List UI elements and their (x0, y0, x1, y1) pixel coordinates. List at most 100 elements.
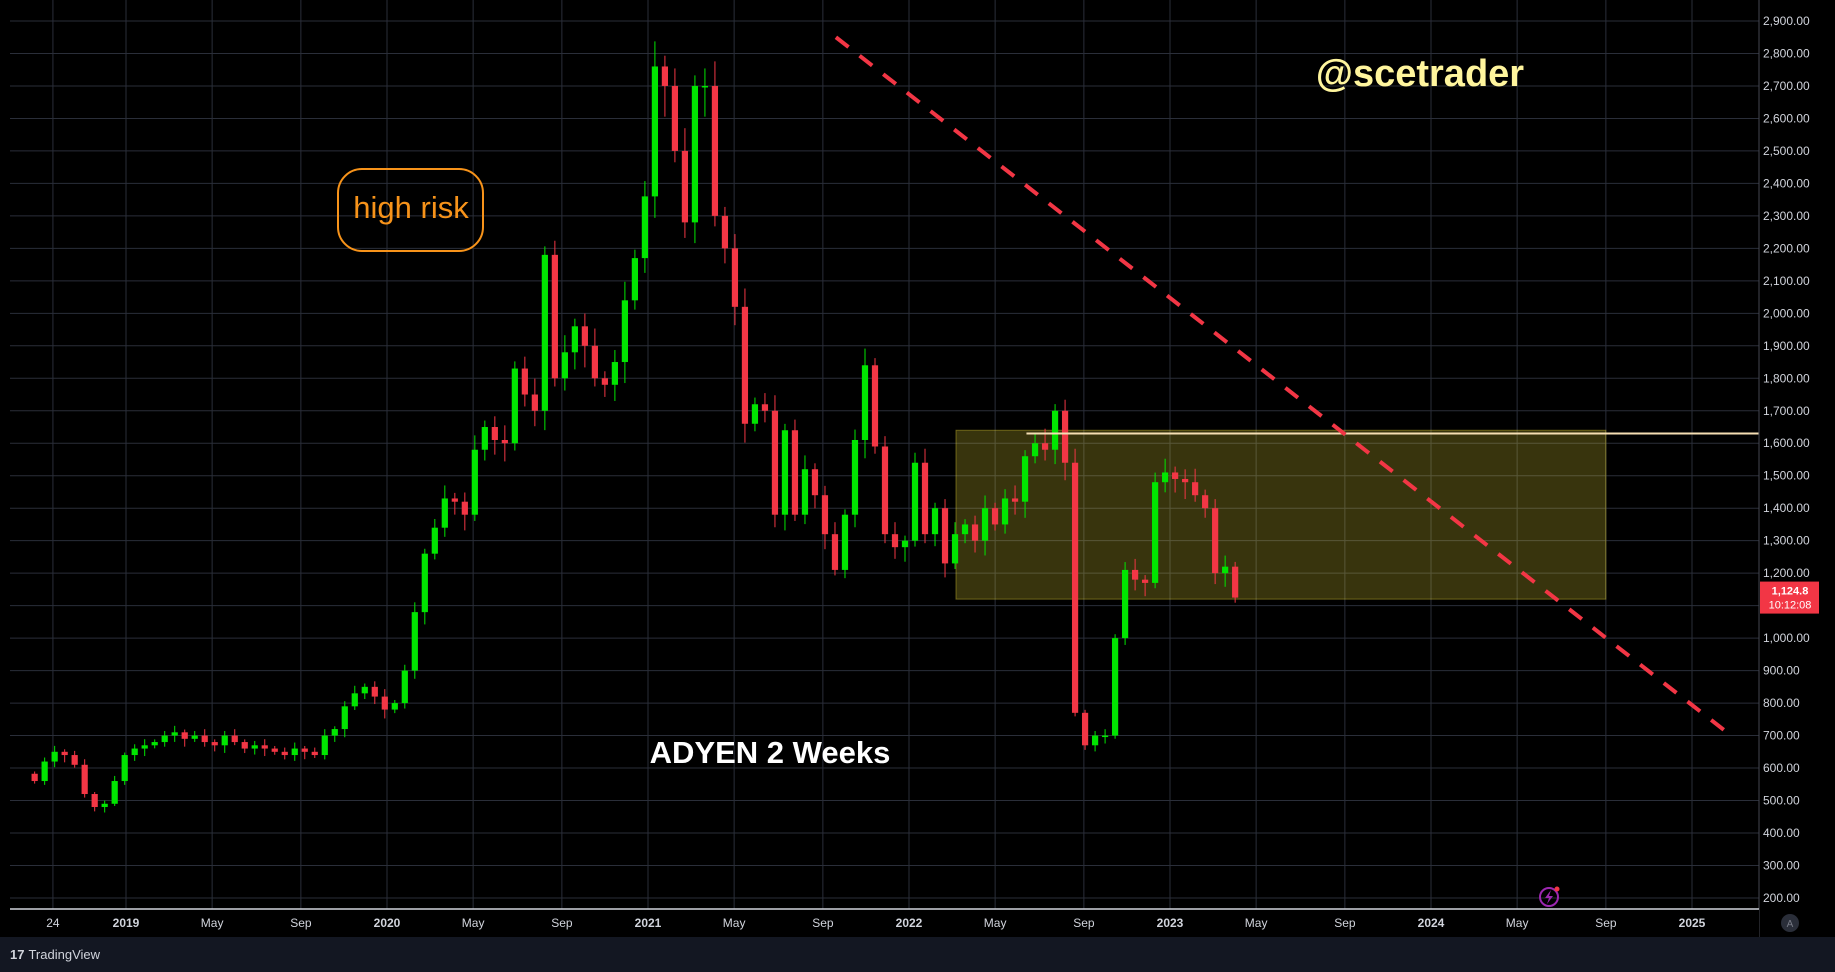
time-tick-label: May (1245, 916, 1268, 930)
candle-up (161, 731, 168, 747)
candle-down (821, 485, 829, 550)
candle-down (491, 416, 498, 455)
candle-down (501, 425, 508, 462)
candle-up (901, 535, 909, 562)
candle-down (211, 739, 218, 752)
auto-scale-button[interactable]: A (1781, 914, 1799, 932)
candle-up (251, 740, 258, 755)
candle-up (391, 699, 398, 714)
candle-down (241, 739, 248, 754)
footer-bar: 17 TradingView (0, 937, 1835, 972)
price-tick-label: 2,600.00 (1763, 111, 1810, 125)
candle-down (871, 358, 879, 454)
candle-up (541, 246, 548, 431)
price-tick-label: 1,700.00 (1763, 404, 1810, 418)
candle-up (691, 75, 699, 244)
price-axis: 200.00 300.00 400.00 500.00 600.00 700.00 800.… (1763, 14, 1810, 905)
candle-down (381, 689, 388, 719)
candle-up (931, 502, 939, 547)
tradingview-logo[interactable]: 17 TradingView (10, 947, 100, 962)
current-price-label: 1,124.8 10:12:08 (1760, 581, 1819, 614)
candle-up (611, 350, 618, 401)
price-tick-label: 2,300.00 (1763, 209, 1810, 223)
candle-down (971, 515, 979, 553)
candle-down (831, 522, 839, 576)
candle-down (661, 55, 669, 117)
candle-up (1152, 472, 1159, 589)
candle-up (981, 495, 989, 556)
candle-up (841, 509, 849, 579)
candle-down (1061, 399, 1069, 481)
candle-up (561, 335, 568, 391)
annotation-text: high risk (353, 190, 469, 225)
price-tick-label: 2,400.00 (1763, 176, 1810, 190)
price-tick-label: 1,200.00 (1763, 566, 1810, 580)
candle-down (281, 747, 288, 760)
time-tick-label: Sep (551, 916, 573, 930)
candle-up (481, 420, 488, 461)
candle-up (221, 731, 228, 753)
candle-up (861, 348, 869, 459)
time-tick-label: 2023 (1157, 916, 1184, 930)
chart-grid (10, 0, 1759, 909)
candle-up (851, 429, 859, 528)
candle-down (551, 240, 558, 387)
candlestick-chart: 200.00 300.00 400.00 500.00 600.00 700.00 800.… (10, 0, 1835, 937)
candle-up (341, 701, 348, 738)
candle-down (731, 234, 739, 326)
candle-down (721, 206, 729, 264)
candle-up (1091, 731, 1099, 752)
time-axis-panel[interactable] (10, 909, 1759, 937)
price-tick-label: 1,300.00 (1763, 534, 1810, 548)
candle-down (1192, 468, 1199, 502)
svg-text:A: A (1787, 919, 1794, 930)
candle-down (941, 499, 949, 578)
candle-up (651, 41, 659, 218)
candle-up (111, 775, 118, 806)
time-tick-label: Sep (1073, 916, 1095, 930)
time-tick-label: 2022 (896, 916, 923, 930)
candle-down (1232, 561, 1239, 603)
candle-down (71, 750, 78, 768)
candle-down (271, 745, 278, 755)
candle-down (1142, 575, 1149, 597)
candle-up (121, 752, 128, 785)
support-zone-layer (955, 429, 1607, 600)
candle-up (961, 519, 969, 544)
time-tick-label: Sep (812, 916, 834, 930)
candle-up (351, 685, 358, 710)
candle-down (1011, 485, 1019, 515)
candle-down (711, 61, 719, 227)
time-tick-label: 2025 (1679, 916, 1706, 930)
candle-down (1212, 499, 1219, 585)
candle-up (511, 361, 518, 451)
price-tick-label: 2,100.00 (1763, 274, 1810, 288)
candle-up (51, 745, 58, 768)
candle-down (741, 288, 749, 443)
price-tick-label: 1,900.00 (1763, 339, 1810, 353)
price-tick-label: 200.00 (1763, 891, 1800, 905)
candle-down (521, 356, 528, 407)
candle-up (411, 602, 418, 679)
candle-down (181, 729, 188, 747)
platform-name: TradingView (28, 947, 101, 962)
candle-up (1001, 489, 1009, 534)
price-axis-panel[interactable] (1759, 0, 1835, 937)
candle-down (581, 313, 588, 368)
annotation-box[interactable]: high risk (337, 168, 484, 252)
candle-down (1132, 558, 1139, 591)
candle-down (771, 395, 779, 528)
lightning-icon[interactable] (1539, 886, 1560, 907)
candle-down (811, 463, 819, 509)
candle-up (171, 725, 178, 742)
candle-down (231, 729, 238, 746)
candle-down (891, 522, 899, 559)
time-tick-label: Sep (1595, 916, 1617, 930)
candle-up (291, 742, 298, 761)
candle-up (441, 485, 448, 537)
candle-up (631, 249, 638, 310)
price-tick-label: 2,500.00 (1763, 144, 1810, 158)
price-tick-label: 300.00 (1763, 858, 1800, 872)
downtrend-line (834, 35, 1733, 738)
time-tick-label: May (1506, 916, 1529, 930)
